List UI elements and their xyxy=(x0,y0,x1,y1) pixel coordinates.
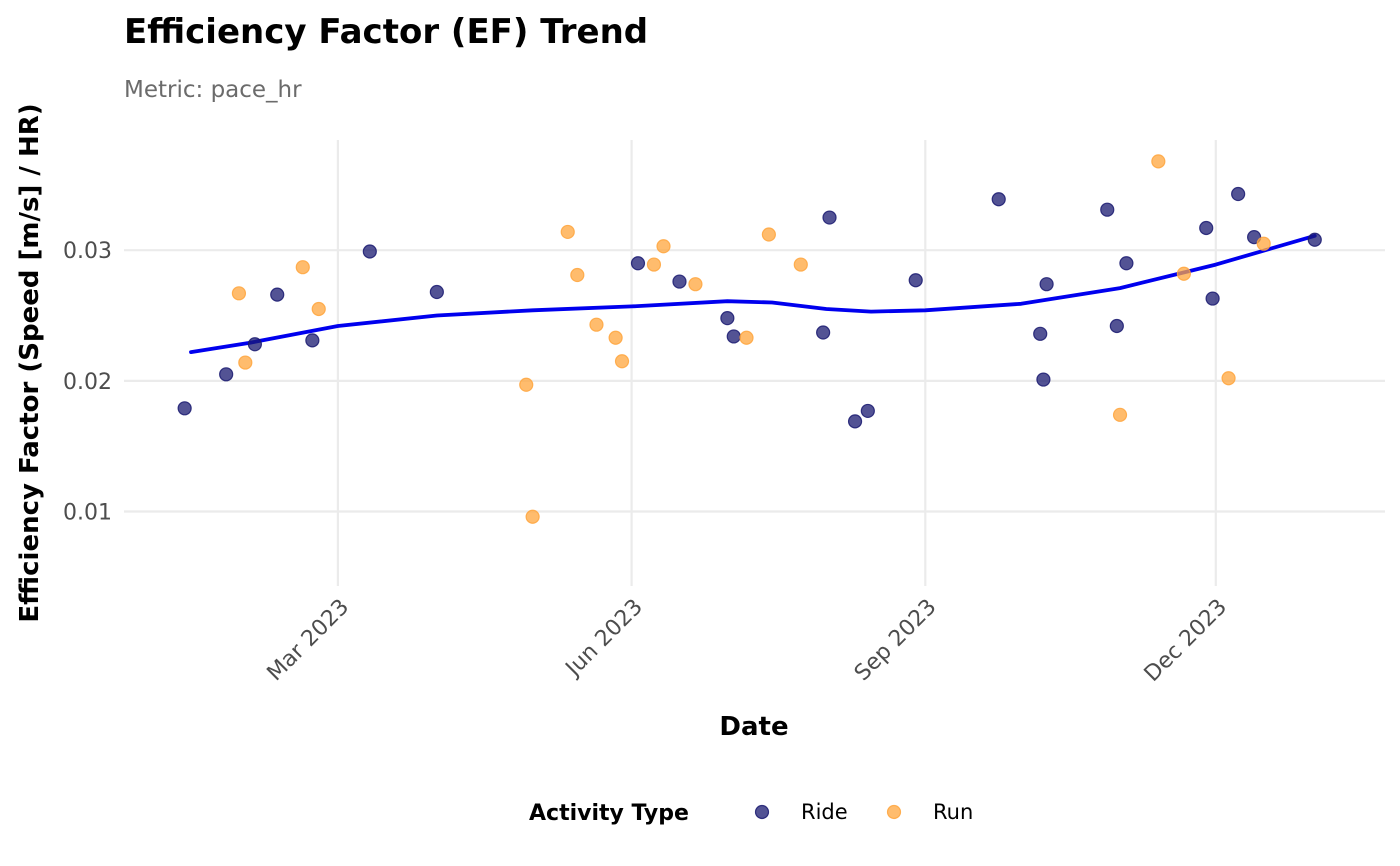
ride-point xyxy=(1100,202,1115,217)
ride-point xyxy=(177,401,192,416)
run-point xyxy=(1256,236,1271,251)
data-points xyxy=(177,154,1322,524)
run-point xyxy=(231,286,247,301)
ride-point xyxy=(1199,220,1214,236)
legend-title: Activity Type xyxy=(529,801,689,826)
ride-point xyxy=(1109,318,1124,334)
ride-point xyxy=(1033,326,1048,341)
legend-item-run: Run xyxy=(886,800,973,824)
ride-point xyxy=(429,284,444,300)
trend-line-layer xyxy=(189,233,1317,354)
y-tick-label: 0.02 xyxy=(63,370,112,395)
ride-point xyxy=(219,367,234,382)
ride-point xyxy=(822,210,837,225)
ride-point xyxy=(1205,291,1220,306)
run-point xyxy=(646,257,662,272)
y-tick-label: 0.01 xyxy=(63,501,112,526)
run-point xyxy=(570,267,585,283)
ride-point xyxy=(630,256,646,271)
run-point xyxy=(589,317,604,332)
run-point xyxy=(1112,407,1128,422)
y-tick-label: 0.03 xyxy=(63,239,112,264)
ride-point xyxy=(362,244,377,259)
ride-point xyxy=(1231,186,1246,202)
ride-point xyxy=(816,325,831,340)
ride-point xyxy=(247,337,262,352)
run-point xyxy=(739,330,754,345)
y-axis-ticks: 0.01 0.02 0.03 xyxy=(63,239,112,525)
ride-point xyxy=(672,274,687,289)
gridlines xyxy=(124,140,1385,586)
ride-point xyxy=(1119,256,1134,271)
trend-line xyxy=(189,233,1317,354)
run-point xyxy=(793,257,808,272)
run-point xyxy=(238,355,253,370)
run-point xyxy=(1151,154,1166,169)
run-point xyxy=(1176,266,1191,281)
run-point xyxy=(761,227,776,242)
ride-point xyxy=(847,414,863,429)
x-axis-ticks: Mar 2023 Jun 2023 Sep 2023 Dec 2023 xyxy=(263,595,1232,687)
ride-point xyxy=(860,403,875,419)
ride-point xyxy=(270,287,285,302)
run-point xyxy=(688,277,703,292)
legend-label-ride: Ride xyxy=(801,800,848,824)
ride-point xyxy=(1039,277,1054,292)
ride-point xyxy=(726,329,741,344)
run-point xyxy=(1221,371,1236,386)
ride-point xyxy=(908,273,923,288)
run-point xyxy=(295,260,310,275)
legend-swatch-ride xyxy=(754,804,770,820)
run-point xyxy=(608,330,623,345)
legend-swatch-run xyxy=(886,804,902,820)
ride-point xyxy=(1307,232,1322,247)
chart-title: Efficiency Factor (EF) Trend xyxy=(124,12,648,52)
ride-point xyxy=(1036,372,1051,387)
x-tick-label: Jun 2023 xyxy=(560,595,648,683)
x-axis-title: Date xyxy=(719,712,788,742)
run-point xyxy=(614,354,630,369)
x-tick-label: Mar 2023 xyxy=(263,595,355,687)
chart-subtitle: Metric: pace_hr xyxy=(124,77,302,103)
ride-point xyxy=(991,192,1006,207)
legend-item-ride: Ride xyxy=(754,800,848,824)
y-axis-title: Efficiency Factor (Speed [m/s] / HR) xyxy=(15,103,45,622)
ride-point xyxy=(305,333,320,348)
legend-items: Ride Run xyxy=(754,800,973,824)
run-point xyxy=(656,239,671,254)
ride-point xyxy=(720,311,735,326)
run-point xyxy=(519,377,534,392)
run-point xyxy=(525,509,540,524)
x-tick-label: Sep 2023 xyxy=(850,595,942,687)
legend: Activity Type Ride Run xyxy=(529,800,973,826)
series-run xyxy=(231,154,1271,524)
legend-label-run: Run xyxy=(933,800,973,824)
x-tick-label: Dec 2023 xyxy=(1140,595,1232,687)
series-ride xyxy=(177,186,1322,429)
ride-point xyxy=(1247,230,1262,245)
run-point xyxy=(560,224,575,240)
run-point xyxy=(311,301,326,317)
